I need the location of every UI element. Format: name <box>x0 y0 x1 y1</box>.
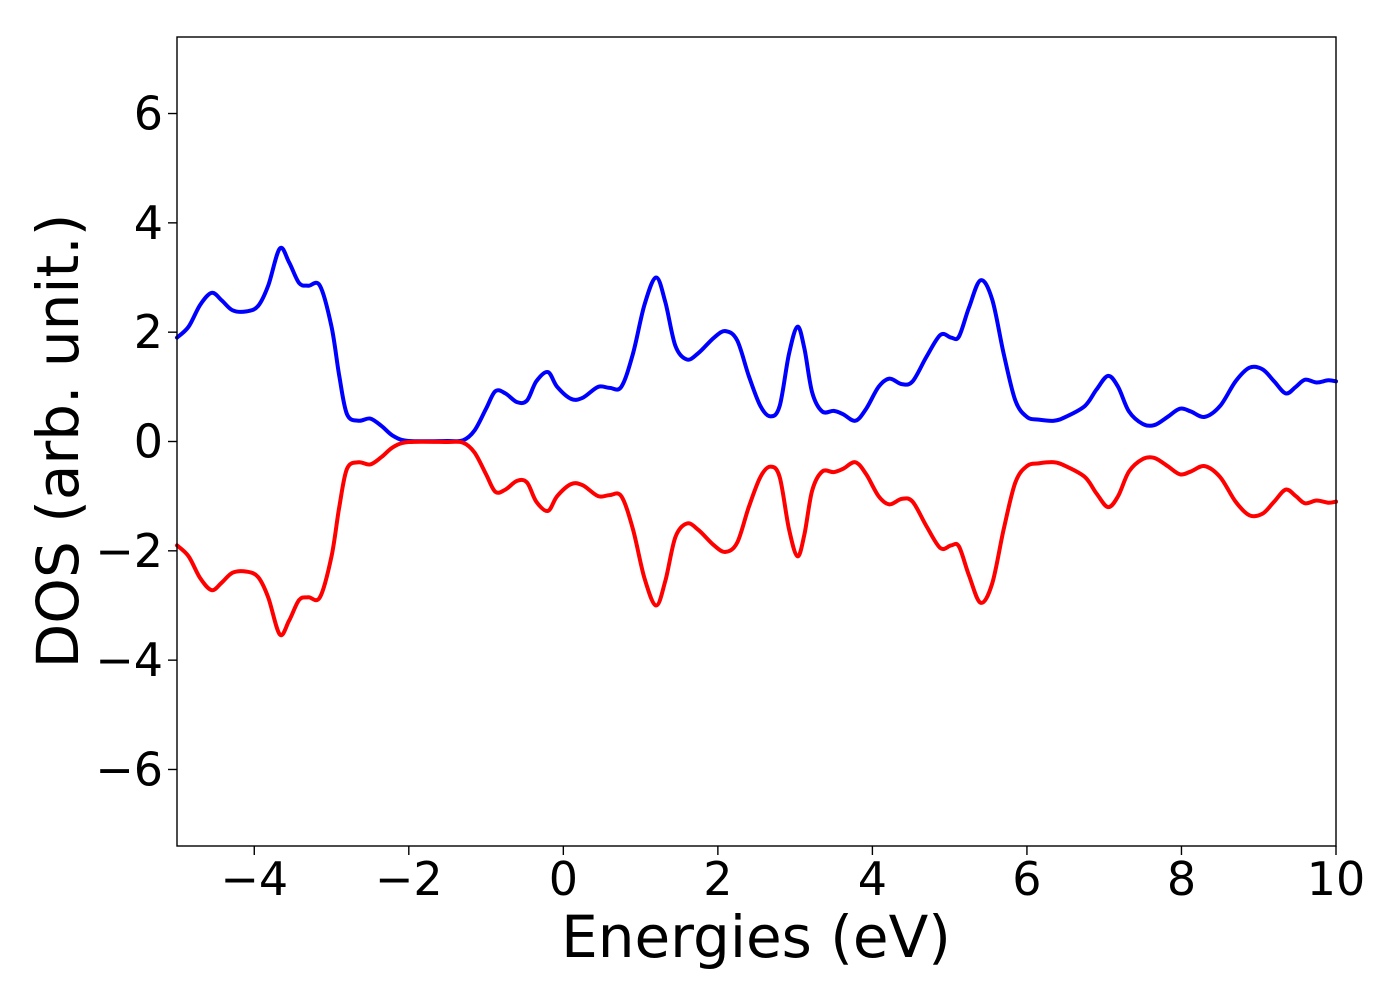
series-line-blue <box>175 245 1338 444</box>
series-layer <box>175 245 1338 638</box>
x-axis-title: Energies (eV) <box>561 903 951 971</box>
x-tick-label: −4 <box>220 852 288 906</box>
x-tick-label: 0 <box>549 852 578 906</box>
x-tick-label: 10 <box>1307 852 1366 906</box>
series-line-red <box>175 439 1338 638</box>
x-tick-label: −2 <box>375 852 443 906</box>
x-tick-label: 8 <box>1167 852 1196 906</box>
y-tick-label: −4 <box>95 633 163 687</box>
y-tick-label: −6 <box>95 742 163 796</box>
y-tick-label: 6 <box>134 87 163 141</box>
y-tick-label: −2 <box>95 524 163 578</box>
x-axis-ticks: −4 −2 0 2 4 6 8 10 <box>220 846 1365 906</box>
y-axis-ticks: −6 −4 −2 0 2 4 6 <box>95 87 177 796</box>
y-tick-label: 0 <box>134 415 163 469</box>
y-tick-label: 2 <box>134 305 163 359</box>
x-tick-label: 4 <box>858 852 887 906</box>
x-tick-label: 6 <box>1012 852 1041 906</box>
x-tick-label: 2 <box>703 852 732 906</box>
plot-frame <box>176 36 1337 847</box>
y-tick-label: 4 <box>134 196 163 250</box>
y-axis-title: DOS (arb. unit.) <box>24 214 92 669</box>
